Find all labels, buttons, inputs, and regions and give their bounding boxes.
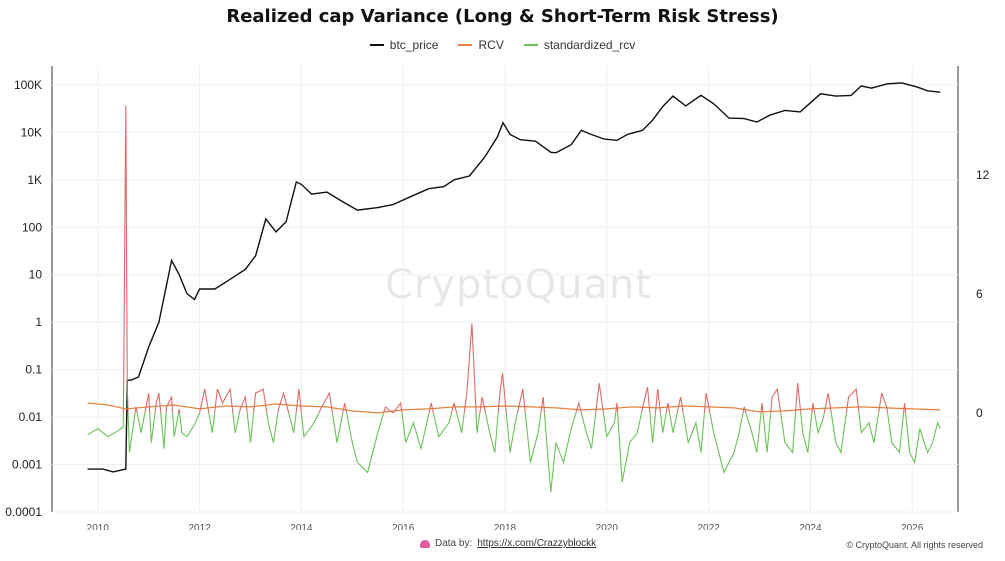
x-tick-label: 2012 <box>188 523 211 530</box>
y-left-tick-label: 0.001 <box>12 458 42 472</box>
data-source-label: Data by: <box>435 538 473 549</box>
series-line-standardized-rcv-positive <box>122 105 907 413</box>
series-line-RCV <box>87 402 941 414</box>
data-source-link[interactable]: https://x.com/Crazzyblockk <box>477 538 597 549</box>
chart-legend: btc_price RCV standardized_rcv <box>0 38 1005 52</box>
legend-label-btc-price: btc_price <box>389 38 439 52</box>
x-tick-label: 2022 <box>697 523 720 530</box>
y-right-tick-label: 6 <box>976 287 983 301</box>
x-tick-label: 2010 <box>87 523 110 530</box>
x-tick-label: 2018 <box>494 523 517 530</box>
y-left-tick-label: 0.01 <box>19 410 43 424</box>
legend-label-rcv: RCV <box>478 38 504 52</box>
y-left-tick-label: 1K <box>27 173 42 187</box>
legend-item-btc-price[interactable]: btc_price <box>369 38 439 52</box>
y-left-tick-label: 0.1 <box>25 363 42 377</box>
x-tick-label: 2026 <box>901 523 924 530</box>
y-left-tick-label: 100K <box>14 78 42 92</box>
legend-item-standardized-rcv[interactable]: standardized_rcv <box>523 38 636 52</box>
x-tick-label: 2020 <box>596 523 619 530</box>
y-right-tick-label: 12 <box>976 168 990 182</box>
chart-title: Realized cap Variance (Long & Short-Term… <box>226 6 779 27</box>
heart-icon <box>420 539 430 548</box>
x-tick-label: 2014 <box>290 523 313 530</box>
x-tick-label: 2024 <box>799 523 822 530</box>
series-line-btc-price <box>87 82 941 473</box>
legend-swatch-btc-price <box>369 44 384 46</box>
y-left-tick-label: 100 <box>22 220 42 234</box>
y-left-tick-label: 1 <box>35 315 42 329</box>
series-line-standardized-rcv <box>87 412 941 493</box>
legend-swatch-standardized-rcv <box>523 44 538 46</box>
y-right-tick-label: 0 <box>976 406 983 420</box>
y-left-tick-label: 10 <box>29 268 43 282</box>
x-tick-label: 2016 <box>392 523 415 530</box>
y-left-tick-label: 10K <box>21 125 42 139</box>
legend-label-standardized-rcv: standardized_rcv <box>543 38 636 52</box>
legend-swatch-rcv <box>458 44 473 46</box>
chart-plot: 2010 2012 2014 2016 2018 2020 2022 2024 2026 100K… <box>5 66 990 530</box>
y-left-tick-label: 0.0001 <box>5 505 42 519</box>
copyright: © CryptoQuant. All rights reserved <box>846 540 983 550</box>
data-source: Data by: https://x.com/Crazzyblockk <box>420 538 596 549</box>
legend-item-rcv[interactable]: RCV <box>458 38 504 52</box>
